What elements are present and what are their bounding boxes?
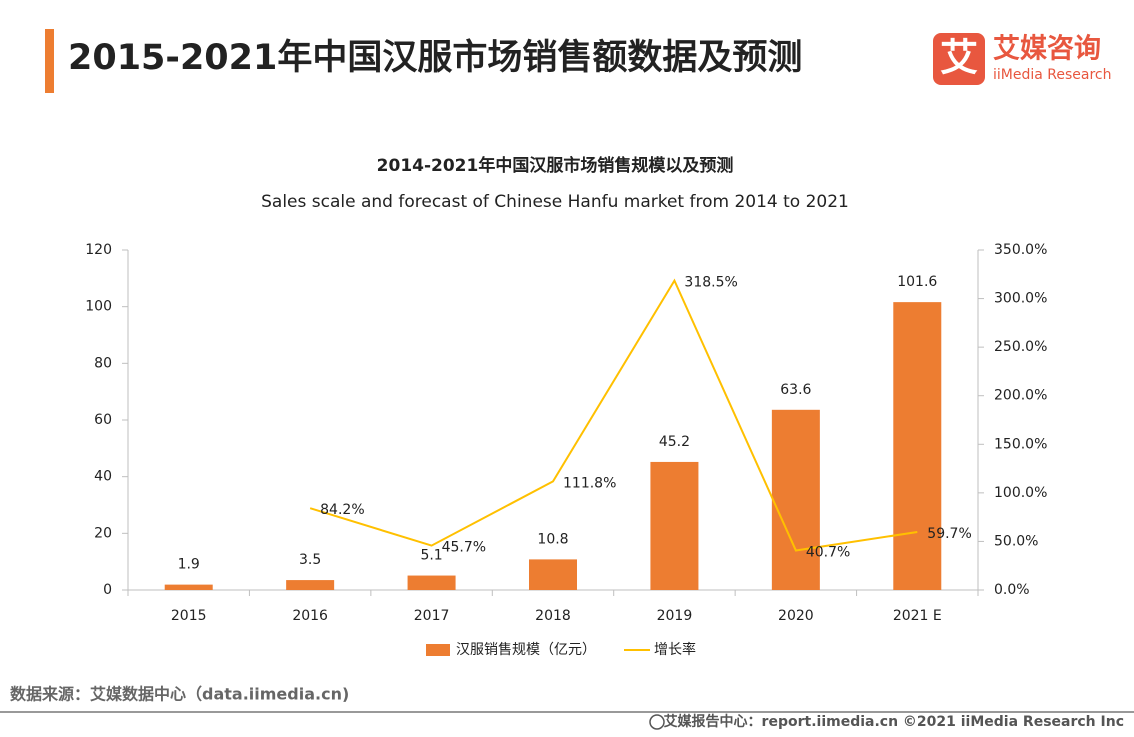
y2-tick-label: 0.0% bbox=[994, 582, 1030, 598]
line-value-label: 318.5% bbox=[684, 275, 737, 291]
footer: 艾媒报告中心：report.iimedia.cn ©2021 iiMedia R… bbox=[664, 713, 1124, 730]
footer-globe bbox=[649, 714, 665, 730]
y-tick-label: 0 bbox=[103, 582, 112, 598]
y2-tick-label: 150.0% bbox=[994, 436, 1047, 452]
x-tick-label: 2017 bbox=[414, 608, 450, 624]
chart-subtitle: Sales scale and forecast of Chinese Hanf… bbox=[261, 192, 849, 212]
logo-cn: 艾媒咨询 bbox=[993, 33, 1101, 65]
y2-tick-label: 250.0% bbox=[994, 339, 1047, 355]
bar-value-label: 1.9 bbox=[178, 557, 200, 573]
y-tick-label: 80 bbox=[94, 355, 112, 371]
x-tick-label: 2018 bbox=[535, 608, 571, 624]
y2-tick-label: 100.0% bbox=[994, 485, 1047, 501]
bar bbox=[164, 584, 213, 590]
bar bbox=[650, 461, 699, 590]
bar bbox=[407, 575, 456, 590]
y-tick-label: 40 bbox=[94, 469, 112, 485]
line-value-label: 59.7% bbox=[927, 526, 971, 542]
y2-tick-label: 200.0% bbox=[994, 388, 1047, 404]
line-value-label: 84.2% bbox=[320, 502, 364, 518]
bar bbox=[529, 559, 577, 590]
bar-value-label: 10.8 bbox=[537, 531, 568, 547]
y-tick-label: 120 bbox=[85, 242, 112, 258]
bar-value-label: 3.5 bbox=[299, 552, 321, 568]
bar bbox=[893, 302, 942, 590]
line-value-label: 40.7% bbox=[806, 544, 850, 560]
bar bbox=[771, 409, 820, 590]
bar-value-label: 45.2 bbox=[659, 434, 690, 450]
logo-icon-text: 艾 bbox=[940, 36, 978, 80]
legend-label: 增长率 bbox=[654, 641, 696, 658]
y-tick-label: 20 bbox=[94, 525, 112, 541]
y2-tick-label: 300.0% bbox=[994, 291, 1047, 307]
title-accent bbox=[45, 29, 54, 93]
line bbox=[309, 278, 918, 552]
chart-title: 2014-2021年中国汉服市场销售规模以及预测 bbox=[377, 155, 734, 176]
y2-tick-label: 50.0% bbox=[994, 533, 1038, 549]
logo-en: iiMedia Research bbox=[993, 67, 1112, 83]
page-title: 2015-2021年中国汉服市场销售额数据及预测 bbox=[68, 38, 802, 78]
y2-tick-label: 350.0% bbox=[994, 242, 1047, 258]
y-tick-label: 60 bbox=[94, 412, 112, 428]
x-tick-label: 2016 bbox=[292, 608, 328, 624]
legend-label: 汉服销售规模（亿元） bbox=[456, 642, 596, 658]
x-tick-label: 2020 bbox=[778, 608, 814, 624]
x-tick-label: 2015 bbox=[171, 608, 207, 624]
bar-value-label: 5.1 bbox=[420, 548, 442, 564]
x-tick-label: 2019 bbox=[657, 608, 693, 624]
bar-value-label: 63.6 bbox=[780, 382, 811, 398]
line-value-label: 45.7% bbox=[442, 540, 486, 556]
x-tick-label: 2021 E bbox=[893, 608, 942, 624]
legend-swatch bbox=[426, 644, 450, 656]
bar bbox=[286, 580, 335, 590]
source: 数据来源：艾媒数据中心（data.iimedia.cn) bbox=[10, 685, 349, 704]
y-tick-label: 100 bbox=[85, 299, 112, 315]
bar-value-label: 101.6 bbox=[897, 274, 937, 290]
logo-icon bbox=[933, 33, 985, 85]
line-value-label: 111.8% bbox=[563, 475, 616, 491]
